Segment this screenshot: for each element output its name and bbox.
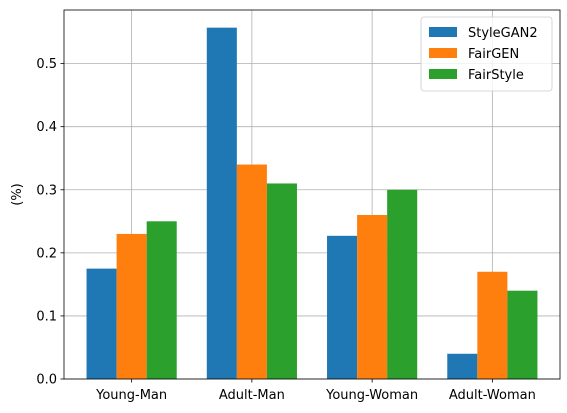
legend-label: FairStyle: [468, 68, 524, 83]
bar-stylegan2-young-man: [86, 268, 117, 379]
y-tick-label: 0.3: [36, 183, 57, 198]
y-tick-label: 0.4: [36, 120, 57, 135]
x-tick-label: Adult-Woman: [449, 388, 536, 403]
legend-swatch: [429, 27, 457, 37]
bar-fairgen-adult-man: [236, 164, 267, 379]
bar-fairstyle-adult-man: [266, 183, 297, 379]
x-axis-ticks: Young-Man Adult-Man Young-Woman Adult-Woman: [95, 379, 536, 403]
y-tick-label: 0.5: [36, 57, 57, 72]
bar-stylegan2-adult-man: [206, 27, 237, 380]
y-tick-label: 0.0: [36, 373, 57, 388]
y-axis-label: (%): [10, 183, 25, 206]
x-tick-label: Young-Woman: [325, 388, 418, 403]
bar-fairstyle-young-woman: [387, 189, 418, 379]
bar-stylegan2-young-woman: [327, 235, 358, 379]
bar-fairgen-young-woman: [357, 215, 388, 379]
y-tick-label: 0.1: [36, 309, 57, 324]
bar-stylegan2-adult-woman: [447, 353, 478, 379]
plot-frame: [63, 9, 561, 380]
legend: StyleGAN2 FairGEN FairStyle: [420, 16, 553, 92]
x-tick-label: Adult-Man: [219, 388, 285, 403]
bar-fairgen-young-man: [116, 233, 147, 379]
legend-label: StyleGAN2: [468, 26, 538, 41]
x-tick-label: Young-Man: [95, 388, 167, 403]
legend-label: FairGEN: [468, 47, 519, 62]
y-tick-label: 0.2: [36, 246, 57, 261]
bars: [86, 27, 538, 380]
bar-fairstyle-young-man: [146, 221, 177, 379]
y-axis-ticks: 0.0 0.1 0.2 0.3 0.4 0.5: [36, 57, 64, 388]
legend-swatch: [429, 48, 457, 58]
bar-fairgen-adult-woman: [477, 271, 508, 379]
legend-swatch: [429, 69, 457, 79]
bar-fairstyle-adult-woman: [507, 290, 538, 379]
